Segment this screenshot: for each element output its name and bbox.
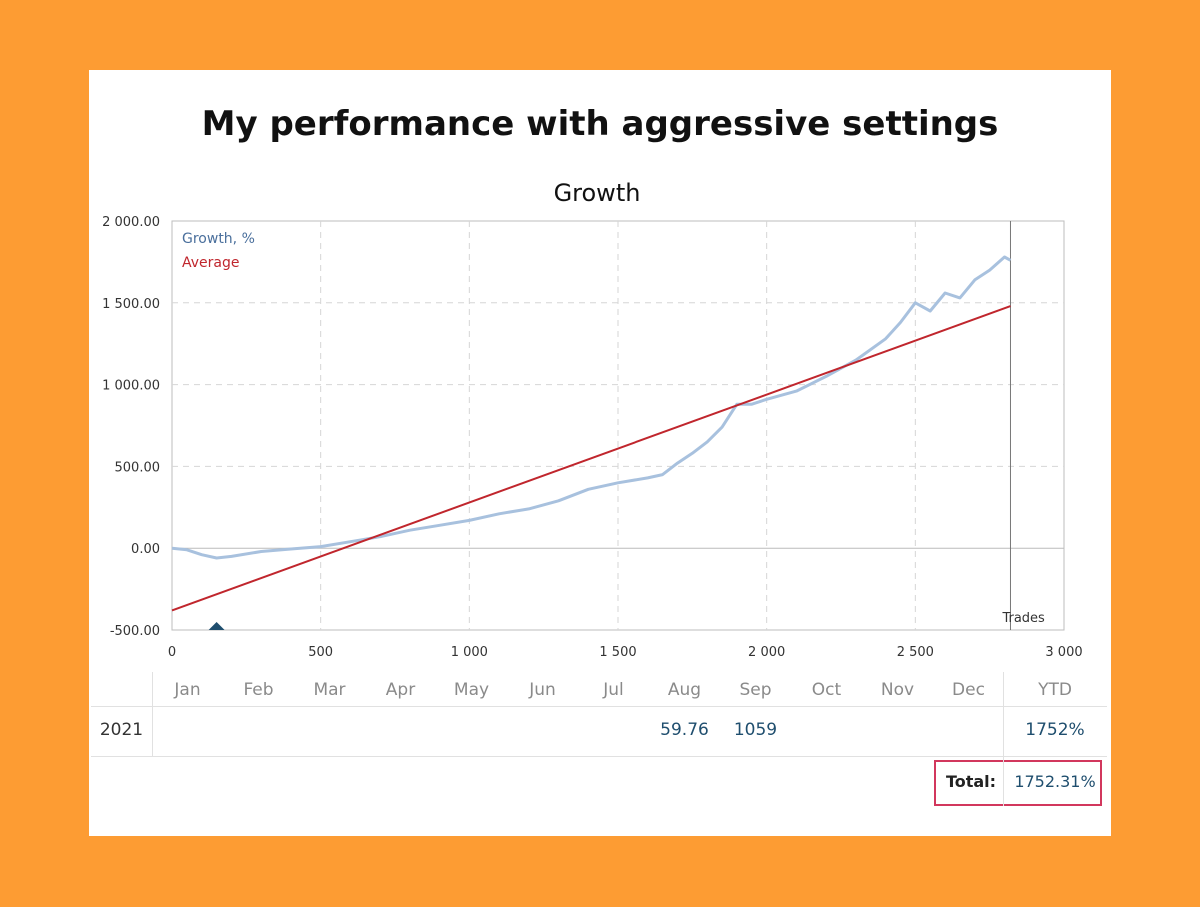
month-header: Mar [313, 680, 346, 700]
legend-entry: Growth, % [182, 231, 255, 247]
chart-title: Growth [554, 179, 641, 207]
chart-legend: Growth, % Average [182, 231, 255, 271]
row-divider [91, 706, 1107, 707]
month-header: Oct [811, 680, 842, 700]
chart-grid [171, 220, 1065, 631]
ytd-value: 1752% [1025, 720, 1085, 740]
average-series-line [171, 305, 1011, 612]
page-title: My performance with aggressive settings [201, 104, 999, 144]
x-tick-label: 3 000 [1045, 645, 1082, 660]
y-tick-label: 1 500.00 [102, 297, 160, 312]
x-tick-label: 0 [168, 645, 176, 660]
month-header: Apr [385, 680, 416, 700]
y-tick-label: 2 000.00 [102, 215, 160, 230]
month-header: Jul [603, 680, 624, 700]
x-tick-label: 1 000 [451, 645, 488, 660]
total-label: Total: [945, 772, 997, 791]
y-tick-label: 1 000.00 [102, 379, 160, 394]
chart-card [89, 70, 1111, 836]
month-header: Feb [243, 680, 274, 700]
month-header: Aug [667, 680, 702, 700]
plot-frame [171, 220, 1065, 631]
y-tick-label: -500.00 [110, 624, 160, 639]
row-divider [91, 756, 1107, 757]
month-header: Nov [880, 680, 915, 700]
ytd-header: YTD [1038, 680, 1072, 700]
year-label: 2021 [99, 720, 144, 740]
month-header: May [453, 680, 490, 700]
x-tick-label: 1 500 [599, 645, 636, 660]
x-tick-label: 2 500 [897, 645, 934, 660]
month-header: Sep [739, 680, 772, 700]
column-divider [1003, 756, 1004, 806]
month-header: Jun [529, 680, 556, 700]
growth-series-line [171, 255, 1012, 560]
total-summary: Total: 1752.31% [934, 760, 1102, 806]
x-tick-label: 500 [308, 645, 333, 660]
y-tick-label: 500.00 [115, 460, 161, 475]
month-header-row: Jan Feb Mar Apr May Jun Jul Aug Sep Oct Nov Dec YTD [91, 672, 1107, 706]
x-tick-label: 2 000 [748, 645, 785, 660]
column-divider [1003, 672, 1004, 756]
total-value: 1752.31% [1014, 772, 1096, 791]
year-row-2021: 2021 59.76 1059 1752% [91, 712, 1107, 756]
month-header: Dec [952, 680, 985, 700]
y-tick-label: 0.00 [131, 542, 160, 557]
month-header: Jan [174, 680, 201, 700]
column-divider [152, 672, 153, 756]
legend-entry: Average [182, 255, 240, 271]
x-axis-label: Trades [1001, 611, 1045, 626]
month-value: 1059 [733, 720, 778, 740]
month-value: 59.76 [660, 720, 709, 740]
start-marker-triangle [208, 622, 225, 630]
chart-axes: Growth 0 500 1 000 1 500 2 000 2 500 3 000 -500.… [102, 179, 1083, 660]
chart-series [171, 255, 1012, 630]
